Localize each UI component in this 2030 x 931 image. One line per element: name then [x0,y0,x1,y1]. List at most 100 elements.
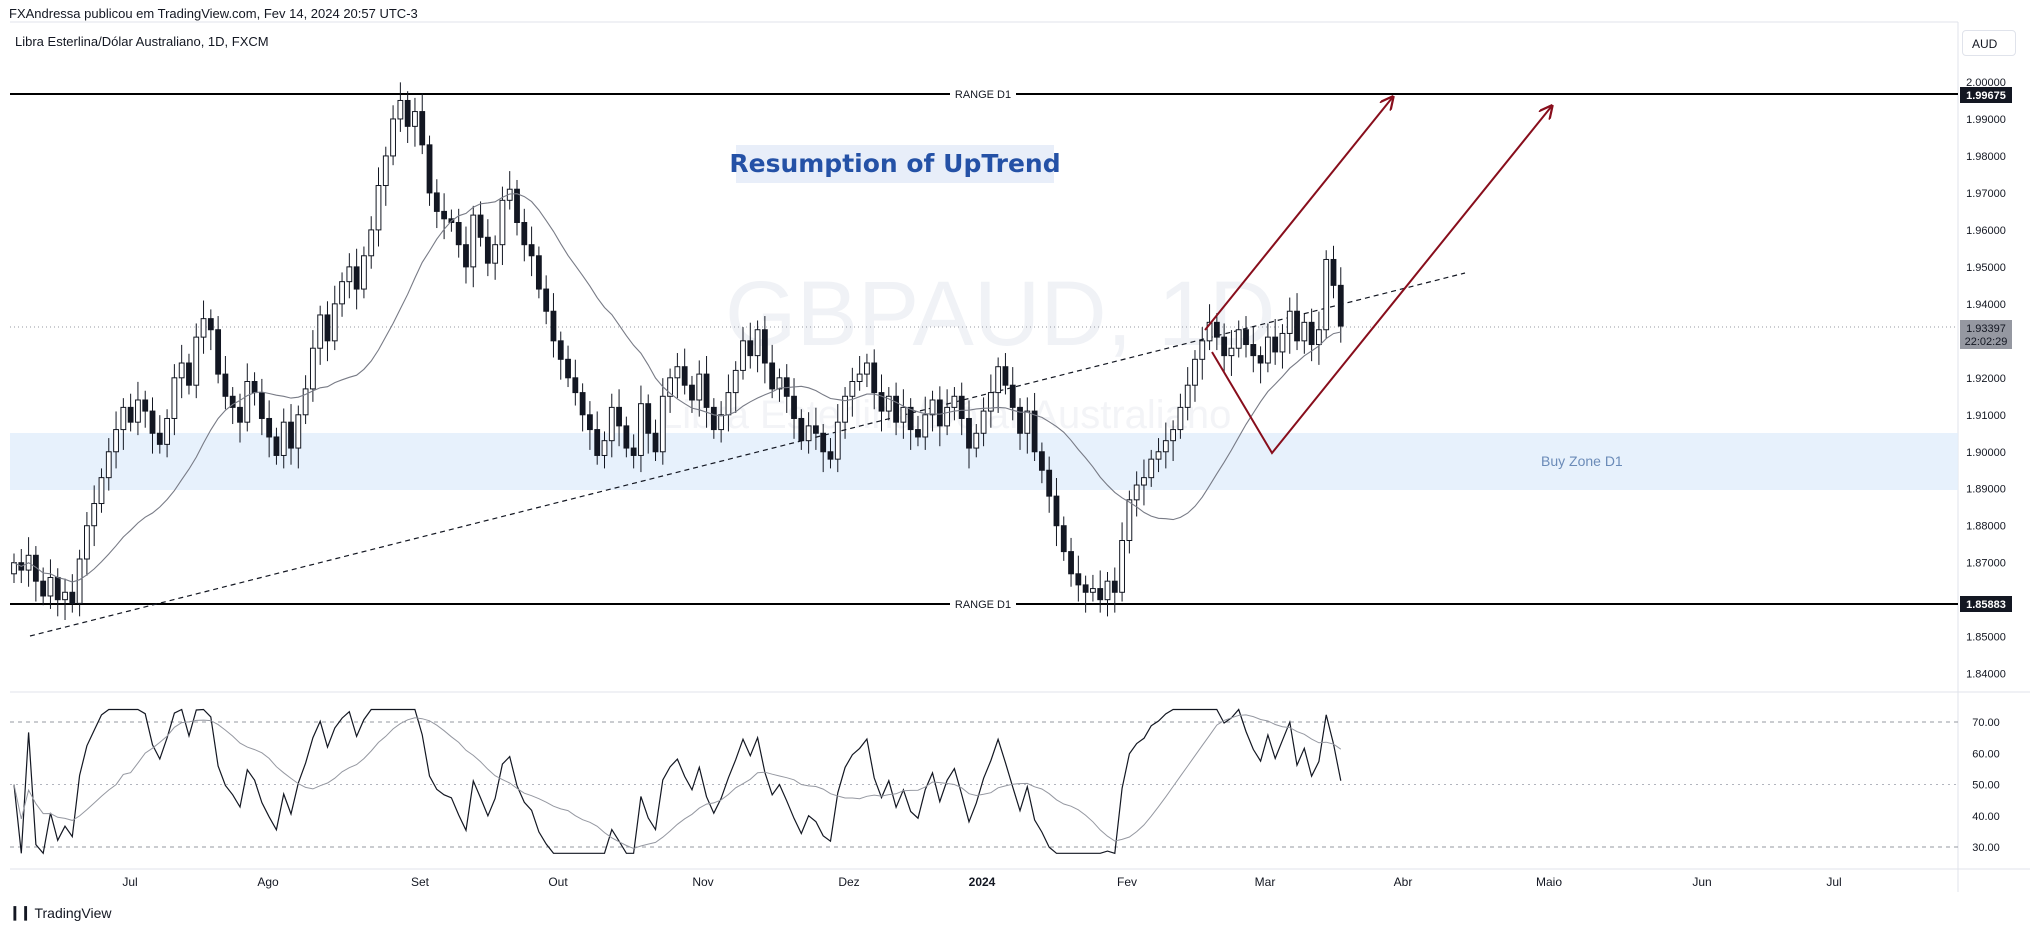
candle-body [966,417,972,449]
time-tick-label: Maio [1536,875,1562,889]
candle-body [878,392,885,412]
candle-body [718,414,725,431]
tradingview-logo[interactable]: ❙❙ TradingView [9,904,112,921]
candle-body [922,414,929,438]
candle-body [492,244,499,264]
candle-body [1337,284,1344,327]
price-axis[interactable]: 2.00000 1.99000 1.98000 1.97000 1.96000 1.950… [1966,77,2006,681]
candle-body [1316,329,1322,346]
candle-body [258,392,265,419]
candle-body [1053,495,1060,527]
candle-body [164,417,170,445]
candle-body [594,429,601,456]
candle-body [382,155,389,187]
candle-body [587,414,593,431]
watermark-symbol: GBPAUD, 1D [725,263,1275,365]
candle-body [987,392,994,412]
candle-body [696,373,703,401]
candle-body [710,406,717,431]
candle-body [856,373,863,383]
candle-body [353,266,360,290]
svg-text:1.85883: 1.85883 [1966,599,2006,611]
candle-body [958,395,965,419]
price-tick-label: 1.99000 [1966,114,2006,126]
time-tick-label: Nov [692,875,713,889]
svg-text:1.99675: 1.99675 [1966,90,2006,102]
oscillator-axis[interactable]: 70.00 60.00 50.00 40.00 30.00 [1972,717,2000,854]
price-tick-label: 1.87000 [1966,558,2006,570]
candle-body [484,236,491,264]
candle-body [995,366,1002,394]
candle-body [105,451,112,479]
candle-body [324,314,331,342]
candle-body [608,406,615,442]
oscillator-tick-label: 70.00 [1972,717,2000,729]
candle-body [1046,469,1053,497]
publisher-header: FXAndressa publicou em TradingView.com, … [9,6,418,21]
candle-body [689,384,695,401]
candle-body [936,399,943,427]
candle-body [1075,573,1082,586]
candle-body [142,399,149,412]
time-tick-label: Jul [1826,875,1841,889]
projection-up-arrow[interactable] [1204,98,1392,331]
projection-dip-arrow[interactable] [1211,107,1551,455]
trendline[interactable] [29,272,1466,637]
tradingview-brand: TradingView [34,904,112,921]
candle-body [40,580,47,597]
tradingview-logo-icon: ❙❙ [9,904,31,920]
candle-body [222,373,229,397]
chart-title: Resumption of UpTrend [729,149,1060,178]
candle-body [747,340,754,357]
candle-body [521,221,528,246]
candle-body [1141,477,1147,486]
candle-body [638,403,644,456]
candle-body [732,369,739,394]
candle-body [885,395,892,412]
candle-body [528,244,535,257]
candle-body [769,362,776,390]
candle-body [193,336,200,386]
candle-body [805,425,812,442]
candle-body [317,314,324,349]
price-label-current: 1.93397 22:02:29 [1960,320,2012,349]
candle-body [361,255,367,290]
price-label-high: 1.99675 [1960,87,2012,103]
candle-body [171,377,178,419]
candle-body [557,340,564,360]
candle-body [1272,336,1279,353]
candle-body [630,447,637,456]
candle-body [849,381,856,397]
candle-body [302,388,309,416]
candle-body [1235,329,1242,349]
oscillator-levels [10,721,1958,848]
candle-body [149,410,156,434]
candle-body [186,362,192,386]
moving-average-line [13,193,1341,583]
candle-body [703,373,710,408]
candle-body [84,525,90,560]
candle-body [1177,406,1184,431]
time-tick-label: 2024 [969,875,996,889]
candle-body [572,377,579,394]
candle-body [601,440,608,456]
candle-body [535,255,542,290]
candle-body [579,392,586,416]
candle-body [441,210,448,220]
candle-body [1221,336,1228,357]
candle-body [1082,584,1089,593]
candle-body [251,381,258,394]
candle-body [1228,347,1235,357]
candle-body [980,410,987,434]
candle-body [339,281,345,305]
time-axis[interactable]: Jul Ago Set Out Nov Dez 2024 Fev Mar Abr Maio Jun Ju… [122,875,1841,889]
time-tick-label: Abr [1394,875,1413,889]
candle-body [1279,332,1286,353]
svg-text:22:02:29: 22:02:29 [1965,336,2008,348]
candle-body [1162,440,1169,453]
candle-body [893,395,899,423]
currency-button[interactable]: AUD [1962,30,2016,56]
price-tick-label: 1.92000 [1966,373,2006,385]
range-high-label: RANGE D1 [955,89,1011,101]
